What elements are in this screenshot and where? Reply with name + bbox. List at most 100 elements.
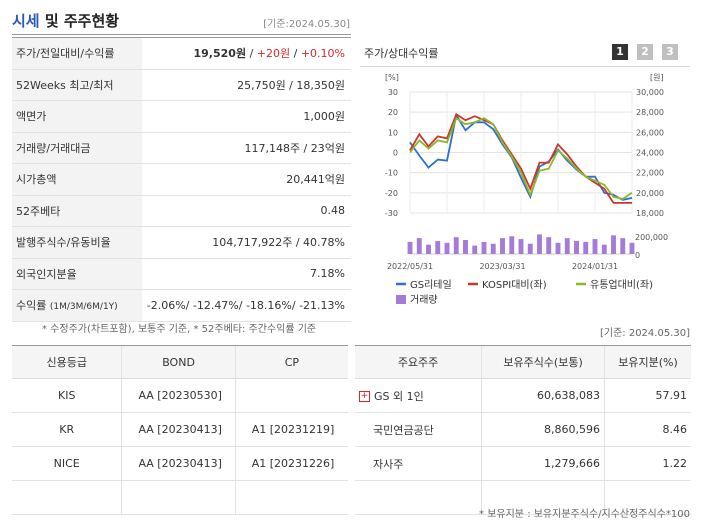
shares-held: 1,279,666 [481,446,605,481]
table-row: 발행주식수/유동비율 104,717,922주 / 40.78% [12,226,351,259]
table-row: 자사주 1,279,666 1.22 [355,446,691,481]
col-header: 주요주주 [355,345,482,379]
legend-label: KOSPI대비(좌) [482,279,547,291]
row-label: 액면가 [12,100,142,133]
volume-bar [490,243,496,254]
row-value: 104,717,922주 / 40.78% [142,226,351,259]
left-tick-label: -20 [385,189,398,198]
header-divider [12,34,351,35]
expand-plus-icon[interactable]: + [359,391,370,402]
volume-bar [601,244,607,254]
shares-held: 8,860,596 [481,412,605,447]
volume-bar [620,238,626,254]
right-tick-label: 24,000 [636,149,664,158]
bond-rating: AA [20230413] [121,412,236,447]
volume-zero: 0 [635,251,640,260]
share-ratio: 1.22 [603,446,691,481]
bond-rating: AA [20230413] [121,446,236,481]
volume-bar [518,239,524,254]
return-value: -2.06%/ -12.47%/ -18.16%/ -21.13% [142,289,351,322]
section-title: 시세 및 주주현황 [12,10,119,31]
left-tick-label: -30 [385,209,398,218]
table-row: 외국인지분율 7.18% [12,258,351,290]
series-line-price [409,112,633,201]
col-header: 신용등급 [12,345,122,379]
shareholder-footnote: * 보유지분 : 보유지분주식수/지수산정주식수*100 [479,509,690,520]
left-tick-label: 20 [388,108,398,117]
shareholder-name: GS 외 1인 [374,389,424,403]
shares-held: 60,638,083 [481,378,605,413]
table-row: 거래량/거래대금 117,148주 / 23억원 [12,132,351,164]
legend-label: GS리테일 [410,279,452,291]
table-header-row: 주요주주 보유주식수(보통) 보유지분(%) [355,345,691,379]
volume-bar [416,238,422,254]
volume-bar [481,241,487,254]
chart-divider [360,66,690,67]
right-tick-label: 26,000 [636,128,664,137]
volume-bar [509,236,515,254]
row-value: 117,148주 / 23억원 [142,132,351,164]
volume-bar [611,235,616,254]
cp-rating [234,480,348,515]
rating-agency: KIS [12,378,122,413]
right-tick-label: 28,000 [636,108,664,117]
chart-tab-1[interactable]: 1 [612,44,628,60]
legend-swatch [396,295,406,304]
shareholder-name: 자사주 [355,446,482,481]
chart-tab-2[interactable]: 2 [637,44,653,60]
row-label: 주가/전일대비/수익률 [12,37,142,70]
right-tick-label: 30,000 [636,88,664,97]
row-value: 1,000원 [142,100,351,133]
volume-bar [537,234,542,254]
table-header-row: 신용등급 BOND CP [12,345,348,379]
volume-bar [592,239,598,254]
volume-bar [629,242,635,254]
left-tick-label: 30 [388,88,398,97]
bond-rating [121,480,236,515]
table-row: KIS AA [20230530] [12,378,348,413]
volume-bar [564,238,570,254]
row-label: 거래량/거래대금 [12,132,142,164]
volume-bar [426,244,431,254]
shareholder-name [355,480,482,515]
volume-bar [472,245,478,254]
x-axis-ticks: 2022/05/31 2023/03/31 2024/01/31 [387,262,618,271]
volume-bar [435,240,441,254]
table-row [355,480,691,515]
cp-rating [234,378,348,413]
table-row: KR AA [20230413] A1 [20231219] [12,412,348,447]
chart-legend: GS리테일 KOSPI대비(좌) 유통업대비(좌) 거래량 [396,278,653,306]
row-label: 발행주식수/유동비율 [12,226,142,259]
shareholder-table: 주요주주 보유주식수(보통) 보유지분(%) + GS 외 1인 60,638,0… [355,345,691,515]
chart-tab-3[interactable]: 3 [662,44,678,60]
right-tick-label: 18,000 [636,209,664,218]
shareholder-name: 국민연금공단 [355,412,482,447]
col-header: CP [234,345,348,379]
col-header: 보유주식수(보통) [481,345,605,379]
volume-bar [500,238,505,254]
volume-bar [407,241,413,254]
table-row: NICE AA [20230413] A1 [20231226] [12,446,348,481]
legend-label: 유통업대비(좌) [590,278,653,291]
table-row: 시가총액 20,441억원 [12,163,351,196]
col-header: BOND [121,345,236,379]
price-value: 19,520원 / +20원 / +0.10% [142,37,351,70]
x-tick-label: 2024/01/31 [572,262,618,271]
row-label: 52Weeks 최고/최저 [12,69,142,101]
row-label: 52주베타 [12,195,142,227]
shareholder-name-cell: + GS 외 1인 [355,378,482,413]
row-value: 20,441억원 [142,163,351,196]
bond-rating: AA [20230530] [121,378,236,413]
table-row: 수익률 (1M/3M/6M/1Y) -2.06%/ -12.47%/ -18.1… [12,289,351,322]
legend-label: 거래량 [410,294,438,306]
row-value: 0.48 [142,195,351,227]
right-unit: [원] [650,73,664,82]
volume-bar [463,240,468,254]
stock-chart: [%] [원] 30 20 10 0 -10 -20 -30 30,000 28,000 26,… [385,73,668,306]
volume-bar [527,243,533,254]
left-axis-ticks: 30 20 10 0 -10 -20 -30 [385,88,398,218]
credit-rating-table: 신용등급 BOND CP KIS AA [20230530] KR AA [20… [12,345,348,515]
table-row: 액면가 1,000원 [12,100,351,133]
volume-tick: 200,000 [635,233,668,242]
current-price: 19,520원 [193,47,247,61]
